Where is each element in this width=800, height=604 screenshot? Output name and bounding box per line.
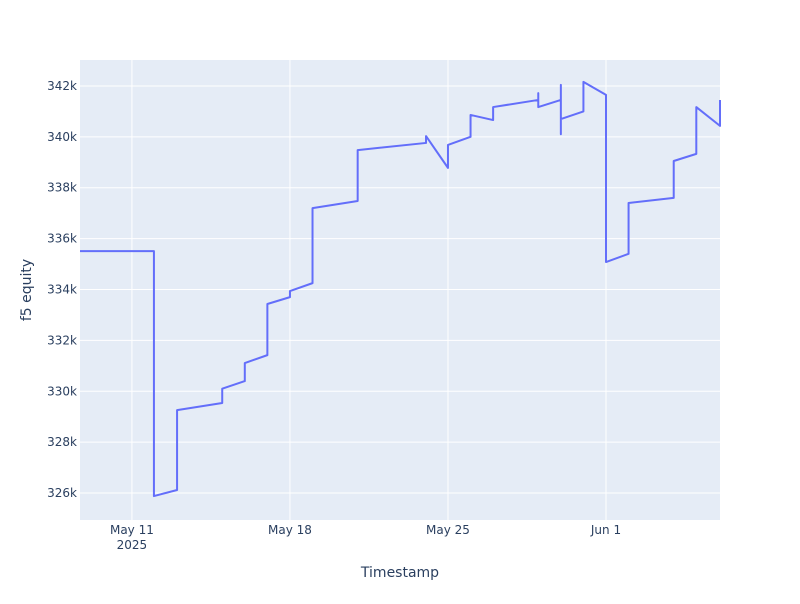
x-axis-title: Timestamp xyxy=(360,565,439,581)
x-tick-label: Jun 1 xyxy=(590,523,621,537)
x-tick-sublabel: 2025 xyxy=(117,538,148,552)
y-tick-label: 332k xyxy=(47,333,77,347)
x-tick-label: May 11 xyxy=(110,523,154,537)
y-tick-label: 330k xyxy=(47,384,77,398)
y-axis-title: f5 equity xyxy=(19,259,35,321)
y-tick-label: 328k xyxy=(47,435,77,449)
x-tick-label: May 25 xyxy=(426,523,470,537)
data-line xyxy=(80,80,721,498)
plot-area xyxy=(80,60,720,520)
y-tick-label: 338k xyxy=(47,181,77,195)
y-tick-label: 334k xyxy=(47,282,77,296)
x-tick-label: May 18 xyxy=(268,523,312,537)
y-tick-label: 326k xyxy=(47,486,77,500)
y-tick-label: 340k xyxy=(47,130,77,144)
y-tick-label: 342k xyxy=(47,79,77,93)
y-tick-label: 336k xyxy=(47,232,77,246)
